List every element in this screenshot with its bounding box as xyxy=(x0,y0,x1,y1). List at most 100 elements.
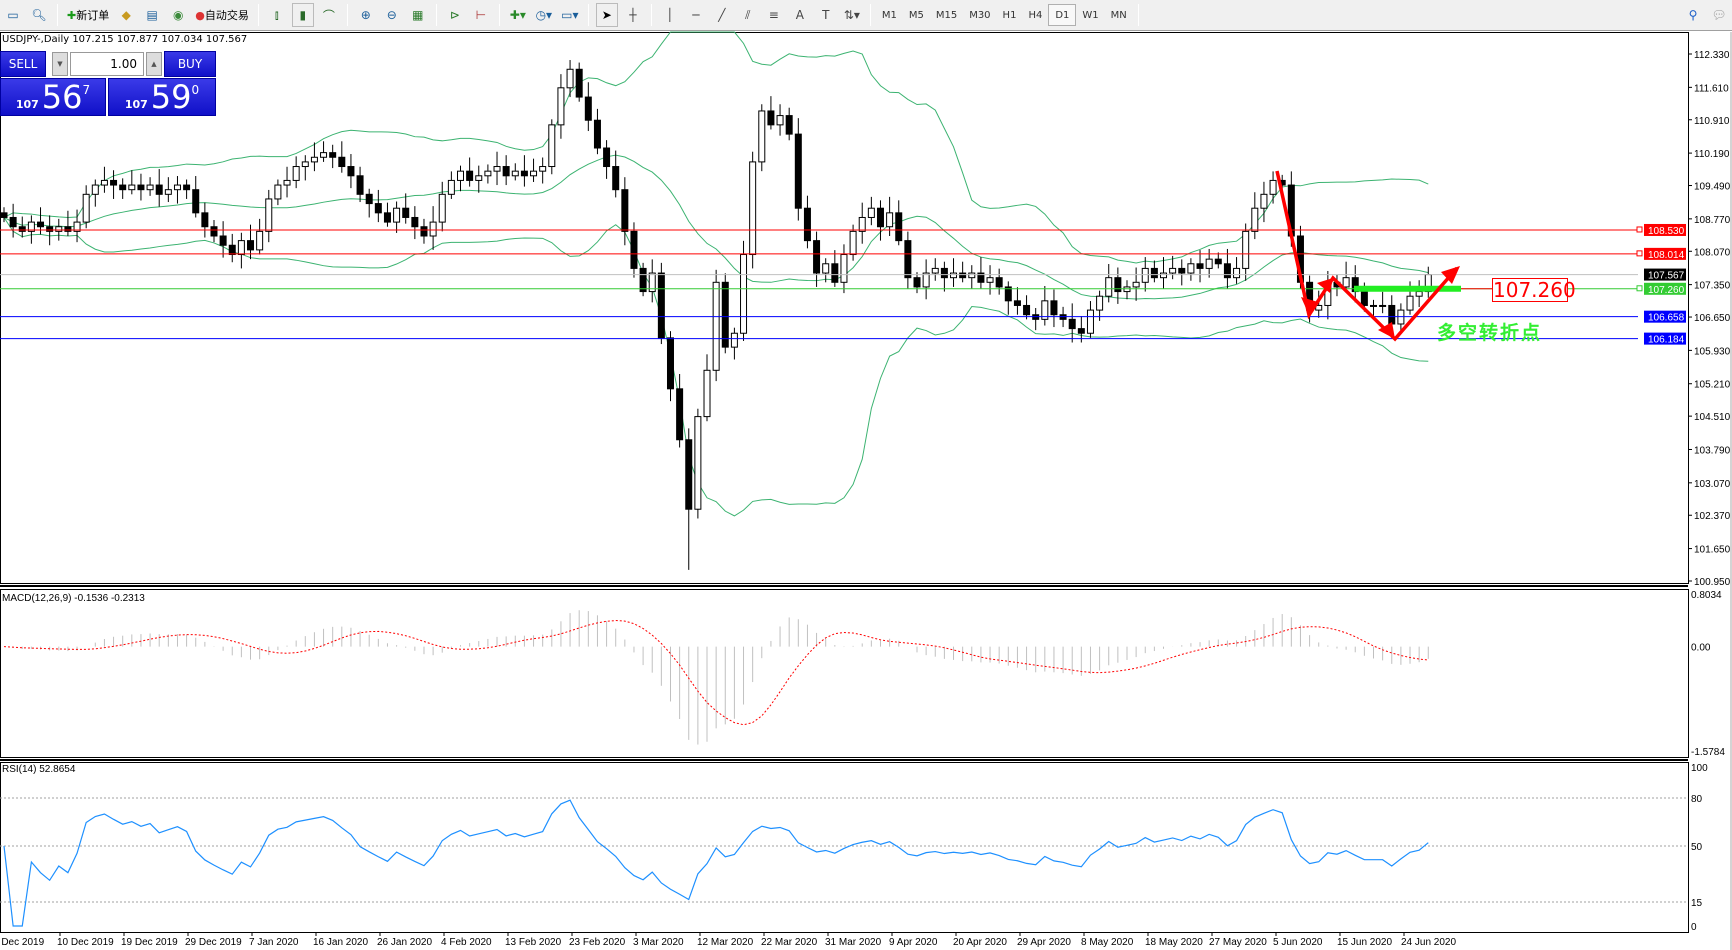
timeframe-d1[interactable]: D1 xyxy=(1048,4,1077,26)
level-price-tag xyxy=(1644,223,1686,236)
buy-button[interactable]: BUY xyxy=(164,51,216,77)
gold-icon[interactable]: ◆ xyxy=(121,8,131,22)
candle-bearish xyxy=(676,388,684,441)
new-chart-icon[interactable]: ▭ xyxy=(7,8,19,22)
level-price-label: 107.567 xyxy=(1648,271,1685,282)
sell-price-button[interactable]: 107 56 7 xyxy=(0,78,106,116)
candle-bearish xyxy=(1360,291,1368,306)
candle-bearish xyxy=(584,96,592,121)
candle-bullish xyxy=(1169,267,1177,274)
candle-bearish xyxy=(219,235,227,246)
level-price-tag xyxy=(1644,282,1686,295)
candle-bullish xyxy=(493,166,501,172)
auto-trading-label: 自动交易 xyxy=(204,9,249,22)
indicators-icon[interactable]: ✚▾ xyxy=(509,8,526,22)
history-icon[interactable]: ▤ xyxy=(146,8,158,22)
timeframe-m1[interactable]: M1 xyxy=(881,9,897,21)
vertical-line-icon[interactable]: │ xyxy=(666,8,674,22)
timeframe-h4[interactable]: H4 xyxy=(1028,9,1043,21)
candle-bullish xyxy=(438,193,446,223)
macd-axis-label: -1.5784 xyxy=(1691,747,1725,758)
candle-bearish xyxy=(767,110,775,126)
timeframe-mn[interactable]: MN xyxy=(1110,9,1127,21)
horizontal-line-icon[interactable]: ─ xyxy=(692,8,700,22)
cursor-icon[interactable]: ➤ xyxy=(595,3,618,27)
bollinger-upper xyxy=(3,31,1429,264)
candle-bearish xyxy=(9,216,17,228)
tile-windows-icon[interactable]: ▦ xyxy=(412,8,424,22)
candle-bullish xyxy=(730,332,738,348)
separator xyxy=(346,4,348,26)
candle-bearish xyxy=(402,207,410,218)
chart-area[interactable]: 108.530 108.014 107.567 107.260 106.658 106.1… xyxy=(0,31,1732,950)
candle-bearish xyxy=(192,189,200,214)
candle-bearish xyxy=(347,166,355,177)
zoom-out-icon[interactable]: ⊖ xyxy=(386,8,397,22)
trendline-icon[interactable]: ╱ xyxy=(718,8,726,22)
candlestick-icon[interactable]: ▮ xyxy=(291,3,314,27)
candle-bearish xyxy=(1150,267,1158,279)
candle-bearish xyxy=(1077,328,1085,334)
templates-icon[interactable]: ▭▾ xyxy=(561,8,579,22)
price-tick-label: 101.650 xyxy=(1694,545,1731,556)
zoom-in-icon[interactable]: ⊕ xyxy=(360,8,371,22)
timeframe-h1[interactable]: H1 xyxy=(1002,9,1017,21)
auto-trading-button[interactable]: ● 自动交易 xyxy=(193,3,251,27)
chart-shift-icon[interactable]: ⊳ xyxy=(449,8,460,22)
candle-bullish xyxy=(82,193,90,223)
horizontal-levels[interactable]: 108.530 108.014 107.567 107.260 106.658 106.1… xyxy=(0,223,1686,346)
new-order-button[interactable]: ✚ 新订单 xyxy=(65,3,111,27)
candle-bearish xyxy=(1114,277,1122,293)
candle-bullish xyxy=(1105,277,1113,297)
candle-bearish xyxy=(18,226,26,232)
lot-size-input[interactable]: 1.00 xyxy=(70,52,144,76)
crosshair-icon[interactable]: ┼ xyxy=(629,8,637,22)
arrows-icon[interactable]: ⇅▾ xyxy=(843,8,860,22)
candle-bullish xyxy=(566,68,574,89)
candle-bullish xyxy=(164,189,172,195)
buy-price-button[interactable]: 107 59 0 xyxy=(108,78,216,116)
candle-bullish xyxy=(274,184,282,200)
candle-bearish xyxy=(977,272,985,283)
sell-button[interactable]: SELL xyxy=(0,51,46,77)
autoscroll-icon[interactable]: ⊢ xyxy=(475,8,487,22)
lot-increase-button[interactable]: ▲ xyxy=(146,52,162,76)
candle-bullish xyxy=(511,170,519,177)
lot-decrease-button[interactable]: ▼ xyxy=(52,52,68,76)
text-label-icon[interactable]: T xyxy=(822,8,830,22)
date-label: 26 Jan 2020 xyxy=(377,937,432,948)
pivot-annotation-text[interactable]: 多空转折点 xyxy=(1437,322,1543,344)
rsi-axis-label: 50 xyxy=(1691,842,1703,853)
candle-bearish xyxy=(411,216,419,228)
fibo-channel-icon[interactable]: ≡ xyxy=(768,8,779,22)
symbol-info: USDJPY-,Daily 107.215 107.877 107.034 10… xyxy=(2,34,247,45)
timeframe-m15[interactable]: M15 xyxy=(935,9,958,21)
timeframe-m5[interactable]: M5 xyxy=(908,9,924,21)
candle-bullish xyxy=(265,198,273,232)
text-icon[interactable]: A xyxy=(795,8,804,22)
candle-bullish xyxy=(1233,267,1241,279)
date-label: 12 Mar 2020 xyxy=(697,937,754,948)
chat-icon[interactable]: 💬︎ xyxy=(1711,8,1727,22)
price-annotation-box[interactable]: 107.260 xyxy=(1492,278,1576,302)
candle-bearish xyxy=(502,166,510,177)
search-icon[interactable]: ⚲ xyxy=(1688,8,1698,22)
level-price-tag xyxy=(1644,268,1686,281)
date-label: 23 Feb 2020 xyxy=(569,937,626,948)
date-label: 31 Mar 2020 xyxy=(825,937,882,948)
separator xyxy=(257,4,259,26)
timeframe-w1[interactable]: W1 xyxy=(1082,9,1099,21)
periods-icon[interactable]: ◷▾ xyxy=(535,8,553,22)
candle-bullish xyxy=(475,175,483,181)
signal-icon[interactable]: ◉ xyxy=(172,8,184,22)
zoom-chart-icon[interactable]: 🔍︎ xyxy=(31,8,47,22)
timeframe-m30[interactable]: M30 xyxy=(969,9,991,21)
line-chart-icon[interactable]: ⌒ xyxy=(322,8,335,23)
price-tick-label: 110.190 xyxy=(1694,149,1730,160)
bar-chart-icon[interactable]: ⫾ xyxy=(274,7,279,22)
candle-bearish xyxy=(630,230,638,269)
candle-bearish xyxy=(785,115,793,135)
annotations[interactable] xyxy=(1275,170,1492,342)
fibonacci-icon[interactable]: ⫽ xyxy=(745,7,751,22)
arrowhead xyxy=(1441,266,1460,284)
